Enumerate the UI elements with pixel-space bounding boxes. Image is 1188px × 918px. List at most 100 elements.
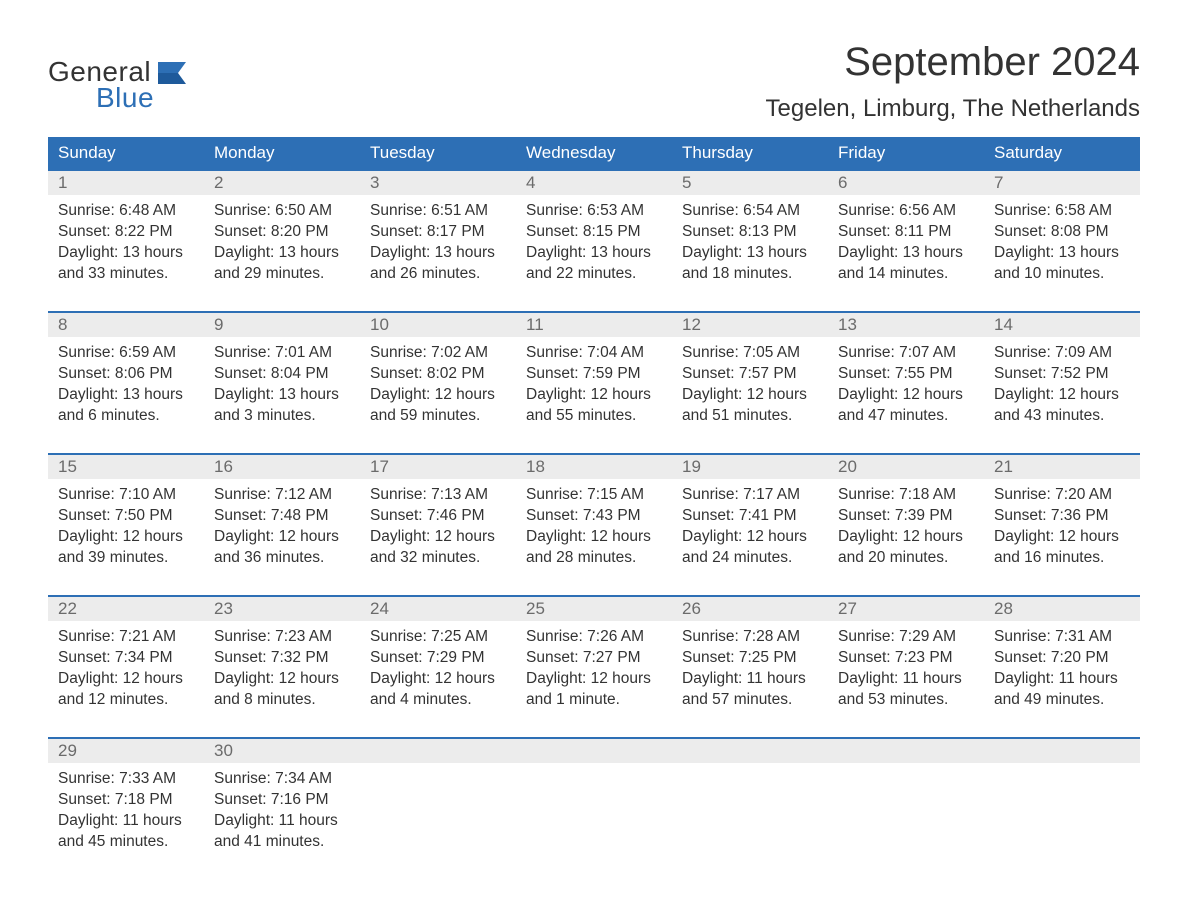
daylight-text: Daylight: 13 hours and 33 minutes. — [58, 243, 194, 285]
calendar-cell: Sunrise: 7:01 AMSunset: 8:04 PMDaylight:… — [204, 337, 360, 433]
day-number: 23 — [204, 597, 360, 621]
sunset-text: Sunset: 7:43 PM — [526, 506, 662, 527]
sunrise-text: Sunrise: 6:53 AM — [526, 201, 662, 222]
sunset-text: Sunset: 8:17 PM — [370, 222, 506, 243]
sunset-text: Sunset: 7:57 PM — [682, 364, 818, 385]
sunset-text: Sunset: 7:34 PM — [58, 648, 194, 669]
day-number: 4 — [516, 171, 672, 195]
day-number: 8 — [48, 313, 204, 337]
day-number: 19 — [672, 455, 828, 479]
sunset-text: Sunset: 7:29 PM — [370, 648, 506, 669]
calendar-cell — [984, 763, 1140, 859]
sunset-text: Sunset: 7:27 PM — [526, 648, 662, 669]
weeks-container: 1234567Sunrise: 6:48 AMSunset: 8:22 PMDa… — [48, 169, 1140, 859]
day-number: 1 — [48, 171, 204, 195]
logo: General Blue — [48, 40, 186, 112]
day-number — [516, 739, 672, 763]
day-number: 21 — [984, 455, 1140, 479]
daynum-row: 891011121314 — [48, 313, 1140, 337]
sunrise-text: Sunrise: 7:34 AM — [214, 769, 350, 790]
sunset-text: Sunset: 7:36 PM — [994, 506, 1130, 527]
calendar-cell: Sunrise: 7:31 AMSunset: 7:20 PMDaylight:… — [984, 621, 1140, 717]
sunset-text: Sunset: 8:22 PM — [58, 222, 194, 243]
sunrise-text: Sunrise: 7:05 AM — [682, 343, 818, 364]
sunset-text: Sunset: 7:41 PM — [682, 506, 818, 527]
sunrise-text: Sunrise: 6:51 AM — [370, 201, 506, 222]
day-number — [360, 739, 516, 763]
calendar-cell: Sunrise: 7:20 AMSunset: 7:36 PMDaylight:… — [984, 479, 1140, 575]
day-number: 9 — [204, 313, 360, 337]
sunrise-text: Sunrise: 7:20 AM — [994, 485, 1130, 506]
calendar-cell: Sunrise: 7:05 AMSunset: 7:57 PMDaylight:… — [672, 337, 828, 433]
sunset-text: Sunset: 8:20 PM — [214, 222, 350, 243]
daynum-row: 22232425262728 — [48, 597, 1140, 621]
day-number — [984, 739, 1140, 763]
sunset-text: Sunset: 8:11 PM — [838, 222, 974, 243]
calendar-cell — [828, 763, 984, 859]
sunset-text: Sunset: 7:52 PM — [994, 364, 1130, 385]
sunrise-text: Sunrise: 7:29 AM — [838, 627, 974, 648]
daynum-row: 1234567 — [48, 171, 1140, 195]
sunrise-text: Sunrise: 7:12 AM — [214, 485, 350, 506]
daylight-text: Daylight: 12 hours and 8 minutes. — [214, 669, 350, 711]
daylight-text: Daylight: 13 hours and 29 minutes. — [214, 243, 350, 285]
calendar-cell: Sunrise: 7:10 AMSunset: 7:50 PMDaylight:… — [48, 479, 204, 575]
calendar-cell: Sunrise: 7:13 AMSunset: 7:46 PMDaylight:… — [360, 479, 516, 575]
daylight-text: Daylight: 12 hours and 28 minutes. — [526, 527, 662, 569]
week-row: 891011121314Sunrise: 6:59 AMSunset: 8:06… — [48, 311, 1140, 433]
day-number: 15 — [48, 455, 204, 479]
calendar-cell: Sunrise: 7:28 AMSunset: 7:25 PMDaylight:… — [672, 621, 828, 717]
calendar-cell: Sunrise: 7:26 AMSunset: 7:27 PMDaylight:… — [516, 621, 672, 717]
day-header: Friday — [828, 137, 984, 169]
day-number: 12 — [672, 313, 828, 337]
calendar-cell: Sunrise: 7:21 AMSunset: 7:34 PMDaylight:… — [48, 621, 204, 717]
daylight-text: Daylight: 12 hours and 32 minutes. — [370, 527, 506, 569]
daylight-text: Daylight: 13 hours and 26 minutes. — [370, 243, 506, 285]
sunrise-text: Sunrise: 7:10 AM — [58, 485, 194, 506]
day-number: 13 — [828, 313, 984, 337]
sunset-text: Sunset: 7:32 PM — [214, 648, 350, 669]
daylight-text: Daylight: 13 hours and 14 minutes. — [838, 243, 974, 285]
sunset-text: Sunset: 7:46 PM — [370, 506, 506, 527]
day-number: 14 — [984, 313, 1140, 337]
sunrise-text: Sunrise: 7:26 AM — [526, 627, 662, 648]
sunrise-text: Sunrise: 7:13 AM — [370, 485, 506, 506]
week-row: 22232425262728Sunrise: 7:21 AMSunset: 7:… — [48, 595, 1140, 717]
sunset-text: Sunset: 7:48 PM — [214, 506, 350, 527]
day-number: 5 — [672, 171, 828, 195]
sunset-text: Sunset: 7:39 PM — [838, 506, 974, 527]
week-row: 1234567Sunrise: 6:48 AMSunset: 8:22 PMDa… — [48, 169, 1140, 291]
sunrise-text: Sunrise: 6:54 AM — [682, 201, 818, 222]
day-number: 18 — [516, 455, 672, 479]
daylight-text: Daylight: 12 hours and 59 minutes. — [370, 385, 506, 427]
day-number: 17 — [360, 455, 516, 479]
calendar-cell: Sunrise: 7:34 AMSunset: 7:16 PMDaylight:… — [204, 763, 360, 859]
header: General Blue September 2024 Tegelen, Lim… — [48, 40, 1140, 123]
sunset-text: Sunset: 8:13 PM — [682, 222, 818, 243]
daylight-text: Daylight: 13 hours and 3 minutes. — [214, 385, 350, 427]
sunrise-text: Sunrise: 7:18 AM — [838, 485, 974, 506]
daylight-text: Daylight: 11 hours and 49 minutes. — [994, 669, 1130, 711]
sunset-text: Sunset: 7:20 PM — [994, 648, 1130, 669]
sunrise-text: Sunrise: 7:02 AM — [370, 343, 506, 364]
daylight-text: Daylight: 11 hours and 41 minutes. — [214, 811, 350, 853]
day-number: 6 — [828, 171, 984, 195]
daylight-text: Daylight: 11 hours and 57 minutes. — [682, 669, 818, 711]
day-number: 3 — [360, 171, 516, 195]
calendar-cell: Sunrise: 6:56 AMSunset: 8:11 PMDaylight:… — [828, 195, 984, 291]
daylight-text: Daylight: 12 hours and 36 minutes. — [214, 527, 350, 569]
sunset-text: Sunset: 8:04 PM — [214, 364, 350, 385]
calendar-cell: Sunrise: 7:18 AMSunset: 7:39 PMDaylight:… — [828, 479, 984, 575]
sunset-text: Sunset: 8:15 PM — [526, 222, 662, 243]
daylight-text: Daylight: 13 hours and 18 minutes. — [682, 243, 818, 285]
daylight-text: Daylight: 11 hours and 53 minutes. — [838, 669, 974, 711]
day-number — [828, 739, 984, 763]
sunset-text: Sunset: 7:18 PM — [58, 790, 194, 811]
calendar-cell: Sunrise: 6:58 AMSunset: 8:08 PMDaylight:… — [984, 195, 1140, 291]
calendar-cell: Sunrise: 6:50 AMSunset: 8:20 PMDaylight:… — [204, 195, 360, 291]
sunrise-text: Sunrise: 7:23 AM — [214, 627, 350, 648]
sunrise-text: Sunrise: 7:15 AM — [526, 485, 662, 506]
daylight-text: Daylight: 13 hours and 6 minutes. — [58, 385, 194, 427]
week-row: 2930Sunrise: 7:33 AMSunset: 7:18 PMDayli… — [48, 737, 1140, 859]
day-number: 10 — [360, 313, 516, 337]
